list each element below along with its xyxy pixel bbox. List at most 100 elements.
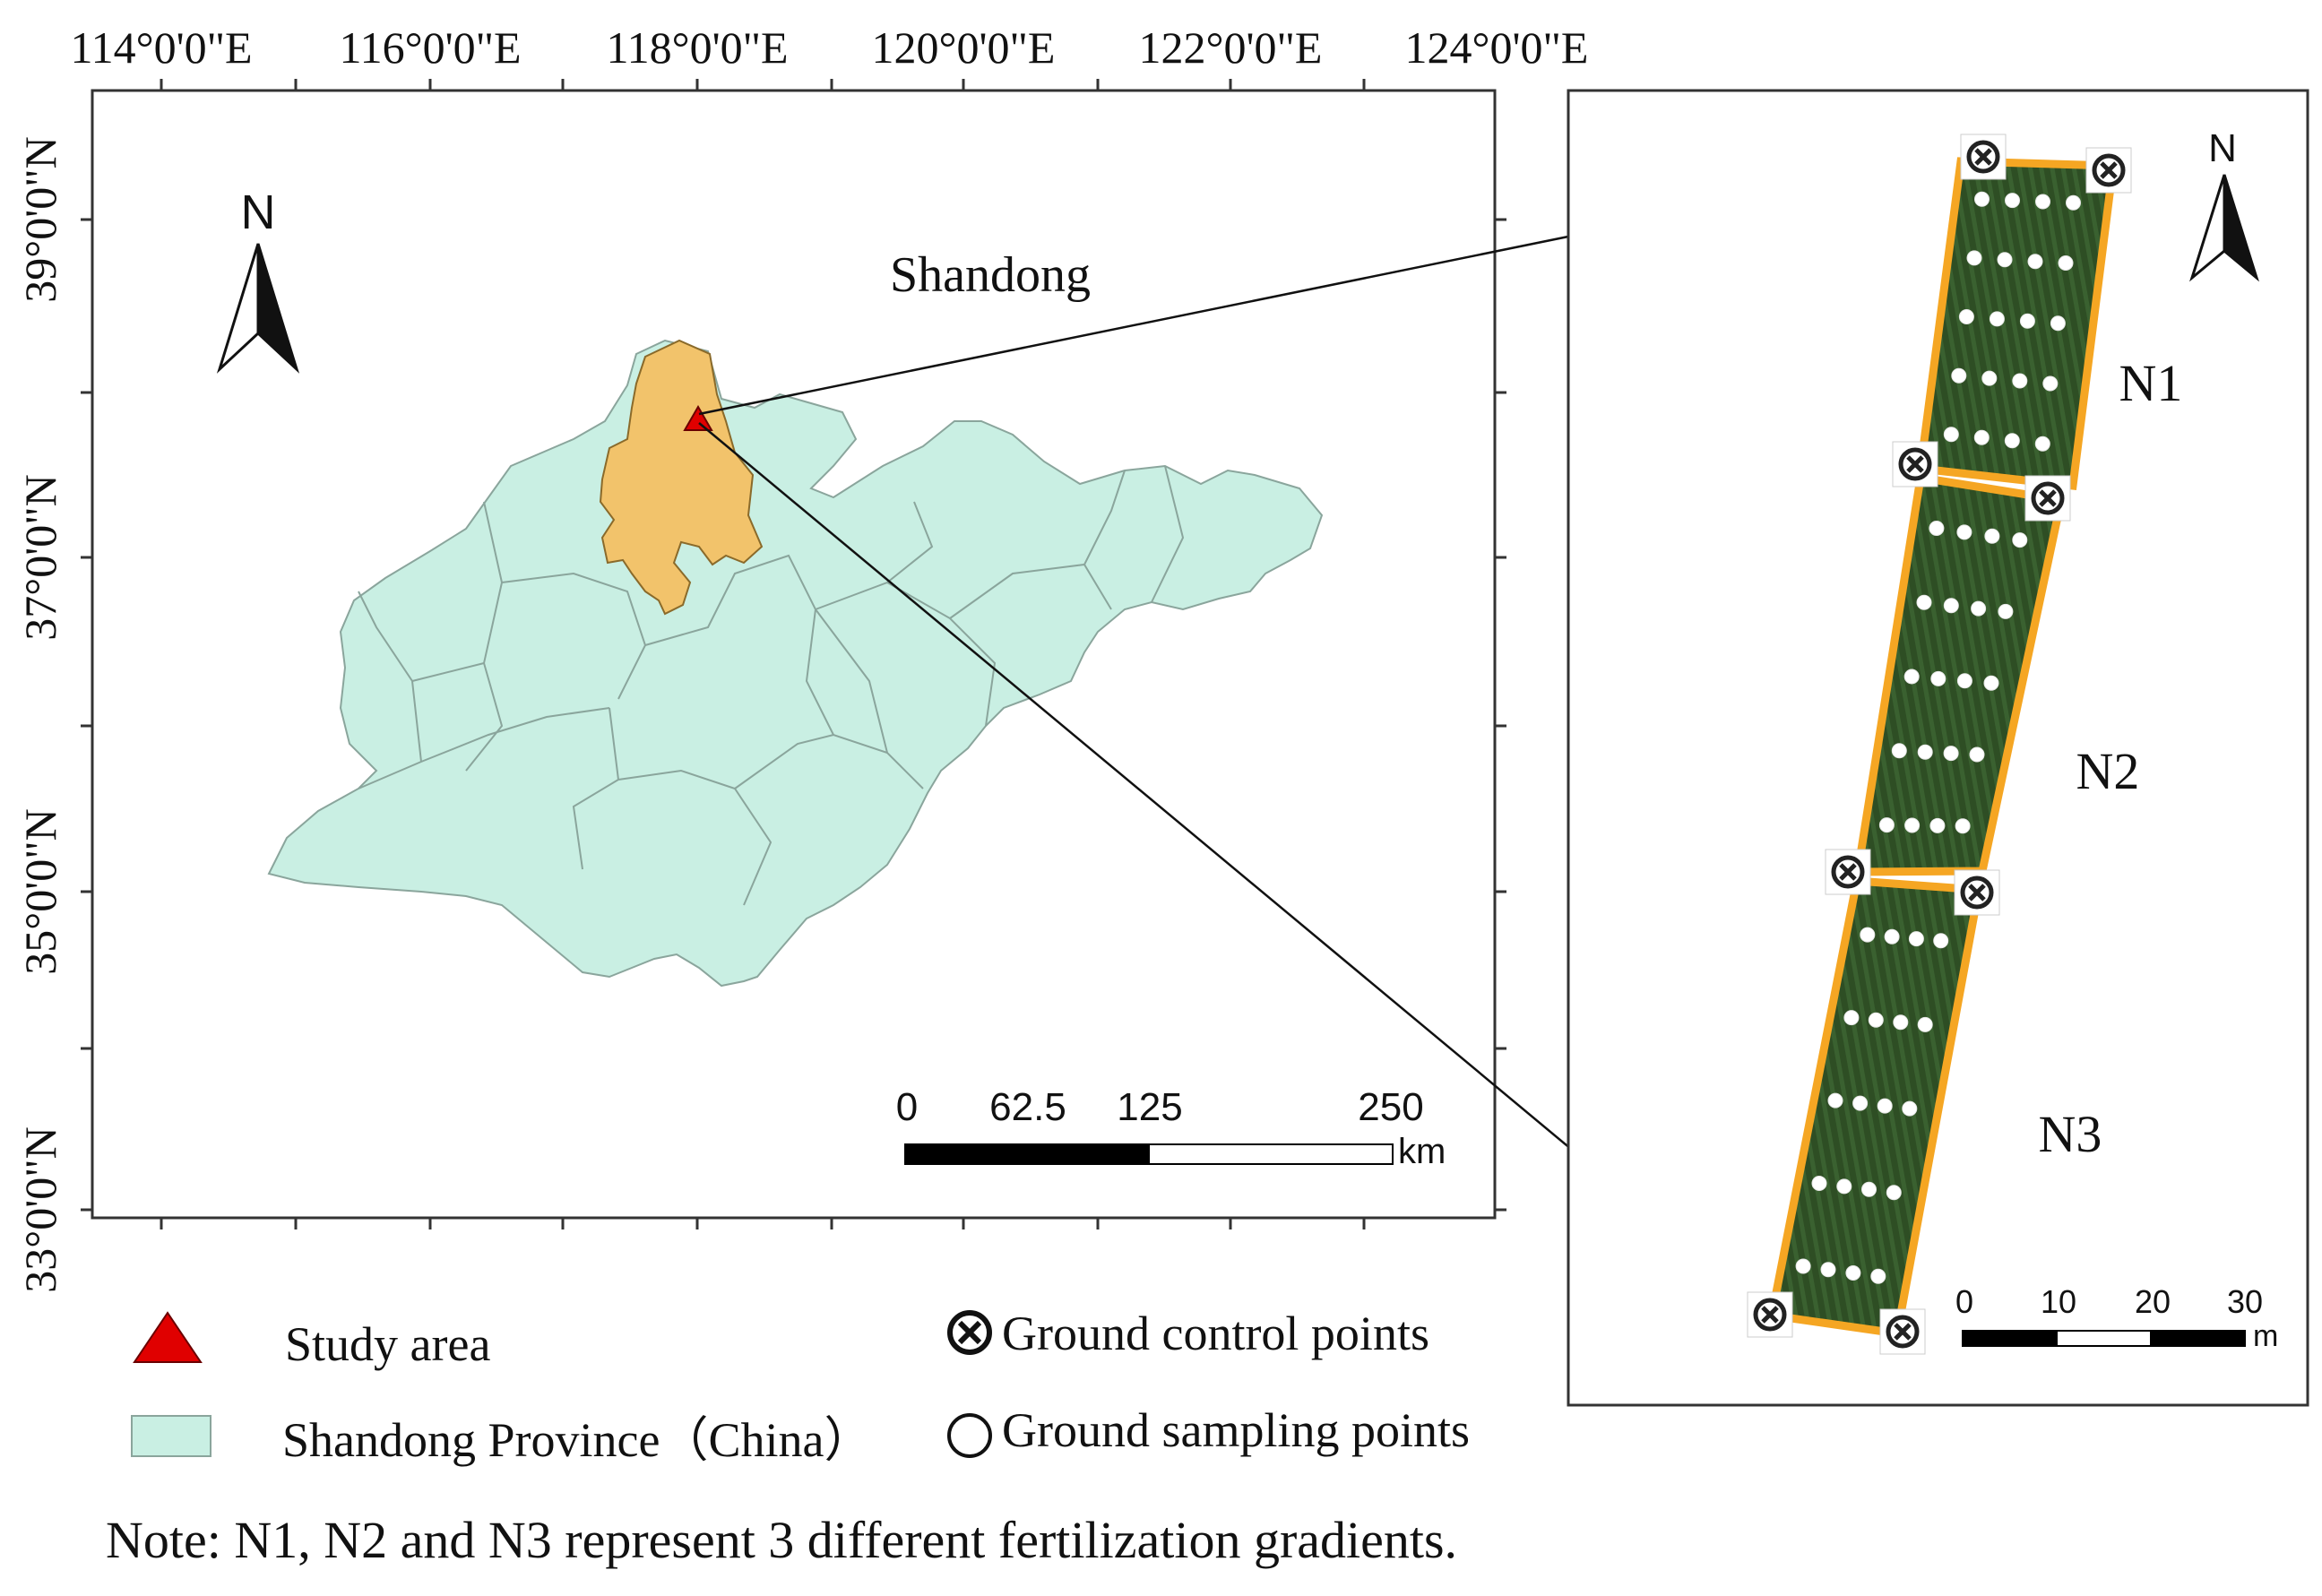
sampling-points xyxy=(1795,191,2081,1284)
sampling-point xyxy=(2012,532,2028,548)
sampling-point xyxy=(1827,1092,1843,1109)
sampling-point xyxy=(1973,429,1990,445)
plot-label-n1: N1 xyxy=(2119,354,2183,412)
sampling-point xyxy=(2042,375,2059,392)
sampling-point xyxy=(2005,193,2020,209)
scale-unit: km xyxy=(1398,1132,1446,1171)
sampling-point xyxy=(2012,373,2028,389)
lat-label: 37°0'0"N xyxy=(15,474,65,641)
sampling-point xyxy=(1983,675,1999,691)
sampling-point xyxy=(1843,1010,1860,1026)
sampling-point xyxy=(1903,669,1920,685)
control-point-icon xyxy=(2085,147,2132,194)
scale-tick-label: 250 xyxy=(1358,1085,1423,1129)
sampling-point xyxy=(1943,427,1959,443)
map-ticks xyxy=(81,79,1506,1229)
figure-note: Note: N1, N2 and N3 represent 3 differen… xyxy=(106,1511,1457,1569)
lat-label: 39°0'0"N xyxy=(15,136,65,303)
sampling-point xyxy=(1966,250,1982,266)
north-arrow-icon: N xyxy=(216,185,300,374)
plot-n1 xyxy=(1915,157,2119,490)
sampling-point xyxy=(1974,191,1990,207)
inset-north-label: N xyxy=(2208,126,2237,170)
scale-tick-label: 62.5 xyxy=(989,1085,1066,1129)
legend-province-swatch xyxy=(131,1415,211,1457)
plot-label-n3: N3 xyxy=(2039,1105,2102,1163)
sampling-point xyxy=(1933,933,1949,949)
lat-label: 35°0'0"N xyxy=(15,808,65,975)
latitude-labels: 39°0'0"N 37°0'0"N 35°0'0"N 33°0'0"N xyxy=(15,136,65,1293)
sampling-point xyxy=(2027,254,2043,270)
shandong-province-shape xyxy=(267,339,1324,988)
sampling-point xyxy=(1877,1098,1893,1114)
north-label: N xyxy=(241,185,276,239)
sampling-point xyxy=(1795,1258,1811,1274)
region-label: Shandong xyxy=(890,247,1091,303)
sampling-point xyxy=(1916,594,1932,610)
sampling-point xyxy=(1868,1012,1884,1028)
sampling-point xyxy=(1891,743,1907,759)
sampling-point xyxy=(1852,1095,1869,1111)
legend-control-point-icon xyxy=(947,1310,992,1355)
lon-label: 120°0'0"E xyxy=(872,22,1056,73)
control-point-icon xyxy=(1879,1308,1926,1355)
legend-sampling-points-label: Ground sampling points xyxy=(1002,1403,1470,1457)
sampling-point xyxy=(2035,194,2050,210)
sampling-point xyxy=(1904,817,1921,833)
inset-scale-unit: m xyxy=(2253,1319,2278,1353)
sampling-point xyxy=(1989,311,2005,327)
sampling-point xyxy=(2050,315,2066,332)
sampling-point xyxy=(1870,1268,1886,1284)
sampling-point xyxy=(1997,252,2013,268)
legend: Study area Shandong Province（China） Grou… xyxy=(131,1307,1470,1467)
lon-label: 122°0'0"E xyxy=(1139,22,1323,73)
sampling-point xyxy=(1929,817,1946,833)
control-points xyxy=(1747,134,2132,1355)
legend-province-label: Shandong Province（China） xyxy=(282,1413,872,1467)
sampling-point xyxy=(1956,524,1972,540)
sampling-point xyxy=(1902,1100,1918,1117)
sampling-point xyxy=(1998,603,2014,619)
sampling-point xyxy=(1836,1178,1852,1195)
main-map: 114°0'0"E 116°0'0"E 118°0'0"E 120°0'0"E … xyxy=(15,22,1960,1316)
sampling-point xyxy=(1820,1262,1836,1278)
sampling-point xyxy=(1958,309,1974,324)
control-point-icon xyxy=(1825,849,1871,895)
legend-study-area-icon xyxy=(133,1311,203,1363)
lon-label: 118°0'0"E xyxy=(606,22,788,73)
sampling-point xyxy=(1878,817,1895,833)
km-scale-bar: 0 62.5 125 250 km xyxy=(896,1085,1446,1171)
control-point-icon xyxy=(1960,134,2007,180)
control-point-icon xyxy=(1954,869,2000,916)
sampling-point xyxy=(1861,1181,1877,1197)
inset-scale-tick: 30 xyxy=(2227,1283,2263,1320)
sampling-point xyxy=(1845,1265,1861,1281)
longitude-labels: 114°0'0"E 116°0'0"E 118°0'0"E 120°0'0"E … xyxy=(70,22,1588,73)
sampling-point xyxy=(1955,818,1971,834)
sampling-point xyxy=(1984,528,2000,544)
inset-scale-tick: 20 xyxy=(2135,1283,2171,1320)
inset-map: N1 N2 N3 N 0 10 20 30 m xyxy=(1567,89,2309,1407)
sampling-point xyxy=(1971,600,1987,617)
scale-tick-label: 0 xyxy=(896,1085,918,1129)
inset-scale-tick: 10 xyxy=(2041,1283,2076,1320)
legend-control-points-label: Ground control points xyxy=(1002,1307,1429,1360)
sampling-point xyxy=(1917,1016,1933,1032)
m-scale-bar: 0 10 20 30 m xyxy=(1955,1283,2278,1353)
sampling-point xyxy=(1908,931,1924,947)
sampling-point xyxy=(1981,370,1998,386)
sampling-point xyxy=(2034,436,2050,452)
legend-study-area-label: Study area xyxy=(285,1317,490,1371)
sampling-point xyxy=(1930,670,1947,686)
lat-label: 33°0'0"N xyxy=(15,1126,65,1293)
plot-label-n2: N2 xyxy=(2076,742,2140,800)
inset-north-arrow-icon: N xyxy=(2189,126,2259,282)
legend-sampling-point-icon xyxy=(947,1413,992,1458)
sampling-point xyxy=(1917,744,1933,760)
sampling-point xyxy=(1943,598,1959,614)
sampling-point xyxy=(1886,1185,1902,1201)
lon-label: 114°0'0"E xyxy=(70,22,252,73)
sampling-point xyxy=(1860,927,1876,943)
lon-label: 124°0'0"E xyxy=(1405,22,1589,73)
sampling-point xyxy=(1884,928,1900,945)
